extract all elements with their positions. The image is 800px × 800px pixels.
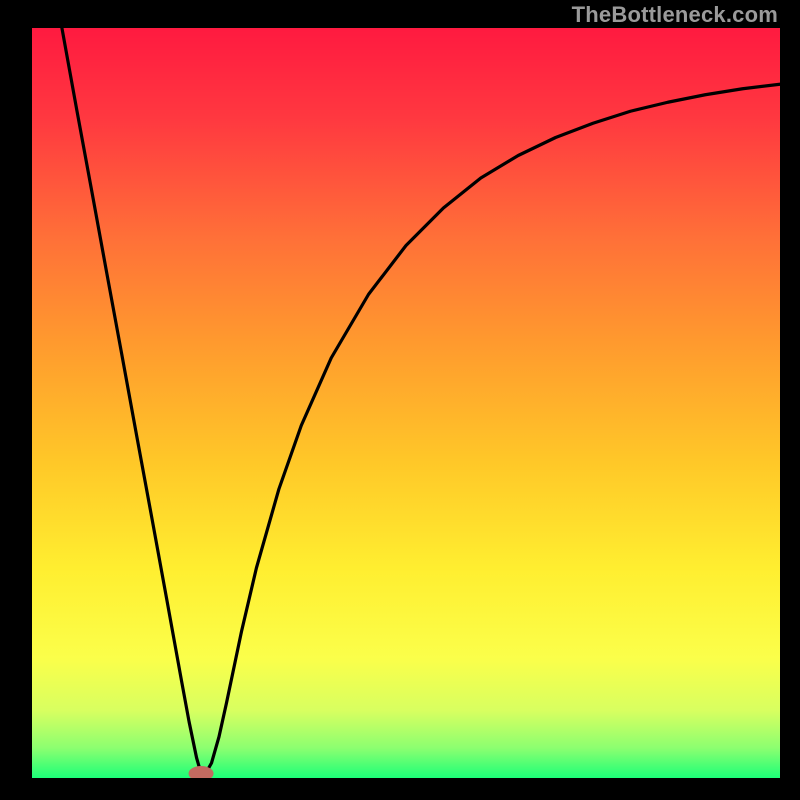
chart-svg bbox=[32, 28, 780, 778]
plot-background bbox=[32, 28, 780, 778]
chart-container: TheBottleneck.com bbox=[0, 0, 800, 800]
optimal-point-marker bbox=[189, 767, 213, 779]
watermark-text: TheBottleneck.com bbox=[572, 2, 778, 28]
